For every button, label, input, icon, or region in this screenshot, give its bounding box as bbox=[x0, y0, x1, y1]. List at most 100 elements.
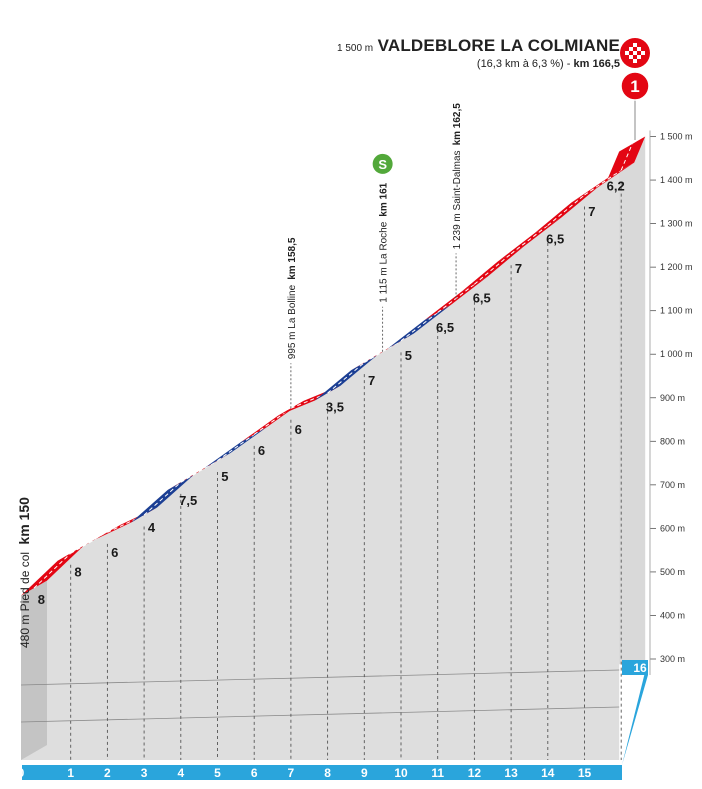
x-tick-label: 0 bbox=[18, 766, 25, 780]
x-tick-label: 5 bbox=[214, 766, 221, 780]
y-tick-label: 1 200 m bbox=[660, 262, 693, 272]
profile-guide-line bbox=[20, 669, 620, 686]
waypoint-label: 995 m La Bolline km 158,5 bbox=[287, 237, 298, 359]
x-tick-label: 9 bbox=[361, 766, 368, 780]
gradient-label: 8 bbox=[74, 564, 81, 579]
waypoint-label: 1 239 m Saint-Dalmas km 162,5 bbox=[452, 103, 463, 250]
start-label: 480 m Pied de col km 150 bbox=[16, 497, 32, 648]
y-tick-label: 700 m bbox=[660, 480, 685, 490]
gradient-label: 6 bbox=[258, 443, 265, 458]
finish-climb-info: (16,3 km à 6,3 %) - bbox=[476, 58, 571, 70]
gradient-centerline bbox=[474, 253, 512, 285]
checker-square bbox=[641, 51, 645, 55]
gradient-label: 7,5 bbox=[179, 493, 197, 508]
gradient-centerline bbox=[180, 460, 218, 483]
waypoint-km: km 158,5 bbox=[287, 237, 298, 280]
x-tick-label: 8 bbox=[324, 766, 331, 780]
finish-name: VALDEBLORE LA COLMIANE bbox=[377, 36, 620, 55]
y-tick-label: 800 m bbox=[660, 436, 685, 446]
y-tick-label: 600 m bbox=[660, 523, 685, 533]
checker-square bbox=[633, 43, 637, 47]
gradient-centerline bbox=[510, 225, 549, 255]
profile-start-wall bbox=[21, 580, 47, 760]
x-tick-label: 1 bbox=[67, 766, 74, 780]
y-tick-label: 1 400 m bbox=[660, 175, 693, 185]
y-tick-label: 400 m bbox=[660, 610, 685, 620]
gradient-centerline bbox=[547, 194, 585, 226]
gradient-centerline bbox=[33, 552, 72, 589]
waypoint-label: 1 115 m La Roche km 161 bbox=[379, 182, 390, 302]
y-tick-label: 1 100 m bbox=[660, 306, 693, 316]
finish-altitude: 1 500 m bbox=[337, 43, 374, 54]
y-tick-label: 1 500 m bbox=[660, 132, 693, 142]
gradient-label: 8 bbox=[38, 592, 45, 607]
y-tick-label: 500 m bbox=[660, 567, 685, 577]
x-tick-label: 2 bbox=[104, 766, 111, 780]
gradient-label: 6,2 bbox=[607, 179, 625, 194]
gradient-label: 7 bbox=[368, 373, 375, 388]
profile-front-face bbox=[21, 151, 620, 760]
waypoint-name: 1 115 m La Roche bbox=[379, 221, 390, 302]
gradient-centerline bbox=[584, 169, 622, 196]
start-label-text: 480 m Pied de col bbox=[18, 552, 32, 648]
y-tick-label: 1 000 m bbox=[660, 349, 693, 359]
x-tick-label: 13 bbox=[504, 766, 518, 780]
x-tick-label: 15 bbox=[578, 766, 592, 780]
gradient-label: 6 bbox=[111, 545, 118, 560]
sprint-icon: S bbox=[372, 153, 393, 174]
y-tick-label: 1 300 m bbox=[660, 219, 693, 229]
gradient-centerline bbox=[437, 283, 475, 313]
checkered-flag-icon bbox=[620, 38, 650, 68]
gradient-label: 7 bbox=[588, 204, 595, 219]
start-label-group: 480 m Pied de col km 150 bbox=[16, 497, 32, 648]
gradient-label: 6,5 bbox=[546, 232, 564, 247]
y-axis: 300 m 400 m 500 m 600 m 700 m 800 m 900 m 1 000… bbox=[649, 130, 693, 675]
x-tick-label: 3 bbox=[141, 766, 148, 780]
x-tick-label: 10 bbox=[394, 766, 408, 780]
waypoint-labels: 995 m La Bolline km 158,5 1 115 m La Roche… bbox=[287, 103, 463, 409]
finish-title-block: 1 500 m VALDEBLORE LA COLMIANE (16,3 km … bbox=[337, 36, 620, 70]
x-tick-label: 6 bbox=[251, 766, 258, 780]
profile-area-group bbox=[20, 136, 646, 760]
gradient-label: 5 bbox=[405, 348, 412, 363]
y-tick-label: 900 m bbox=[660, 393, 685, 403]
km-gridlines bbox=[70, 181, 622, 760]
gradient-label: 7 bbox=[515, 261, 522, 276]
gradient-label: 3,5 bbox=[326, 399, 344, 414]
gradient-label: 5 bbox=[221, 469, 228, 484]
finish-title-line: 1 500 m VALDEBLORE LA COLMIANE bbox=[337, 36, 620, 56]
gradient-segment bbox=[21, 545, 84, 596]
climb-number-badge: 1 bbox=[620, 71, 650, 101]
x-axis-bar-end bbox=[622, 660, 648, 675]
sprint-icon-disc bbox=[372, 153, 393, 174]
x-tick-label: 12 bbox=[468, 766, 482, 780]
climb-number: 1 bbox=[630, 77, 639, 96]
checker-square bbox=[637, 47, 641, 51]
x-tick-label: 14 bbox=[541, 766, 555, 780]
x-tick-label: 7 bbox=[288, 766, 295, 780]
gradient-centerline bbox=[620, 143, 633, 171]
checker-square bbox=[633, 59, 637, 63]
gradient-ribbon bbox=[21, 136, 646, 596]
checker-square bbox=[633, 51, 637, 55]
gradient-labels: 8 8 6 4 7,5 5 6 6 3,5 7 5 6,5 6,5 7 6,5 7 6,2 bbox=[38, 179, 625, 608]
gradient-centerline bbox=[217, 434, 255, 461]
y-tick-label: 300 m bbox=[660, 654, 685, 664]
sprint-icon-letter: S bbox=[378, 157, 387, 172]
checker-square bbox=[625, 51, 629, 55]
finish-km: km 166,5 bbox=[573, 58, 620, 70]
checker-square bbox=[629, 47, 633, 51]
gradient-label: 6 bbox=[295, 422, 302, 437]
x-tick-label: 16 bbox=[633, 661, 647, 675]
waypoint-km: km 162,5 bbox=[452, 103, 463, 146]
waypoint-name: 1 239 m Saint-Dalmas bbox=[452, 150, 463, 249]
gradient-label: 4 bbox=[148, 520, 156, 535]
gradient-centerline bbox=[70, 531, 108, 554]
finish-subtitle: (16,3 km à 6,3 %) - km 166,5 bbox=[337, 58, 620, 70]
gradient-label: 6,5 bbox=[436, 320, 454, 335]
checker-square bbox=[629, 55, 633, 59]
x-tick-label: 11 bbox=[431, 766, 444, 780]
